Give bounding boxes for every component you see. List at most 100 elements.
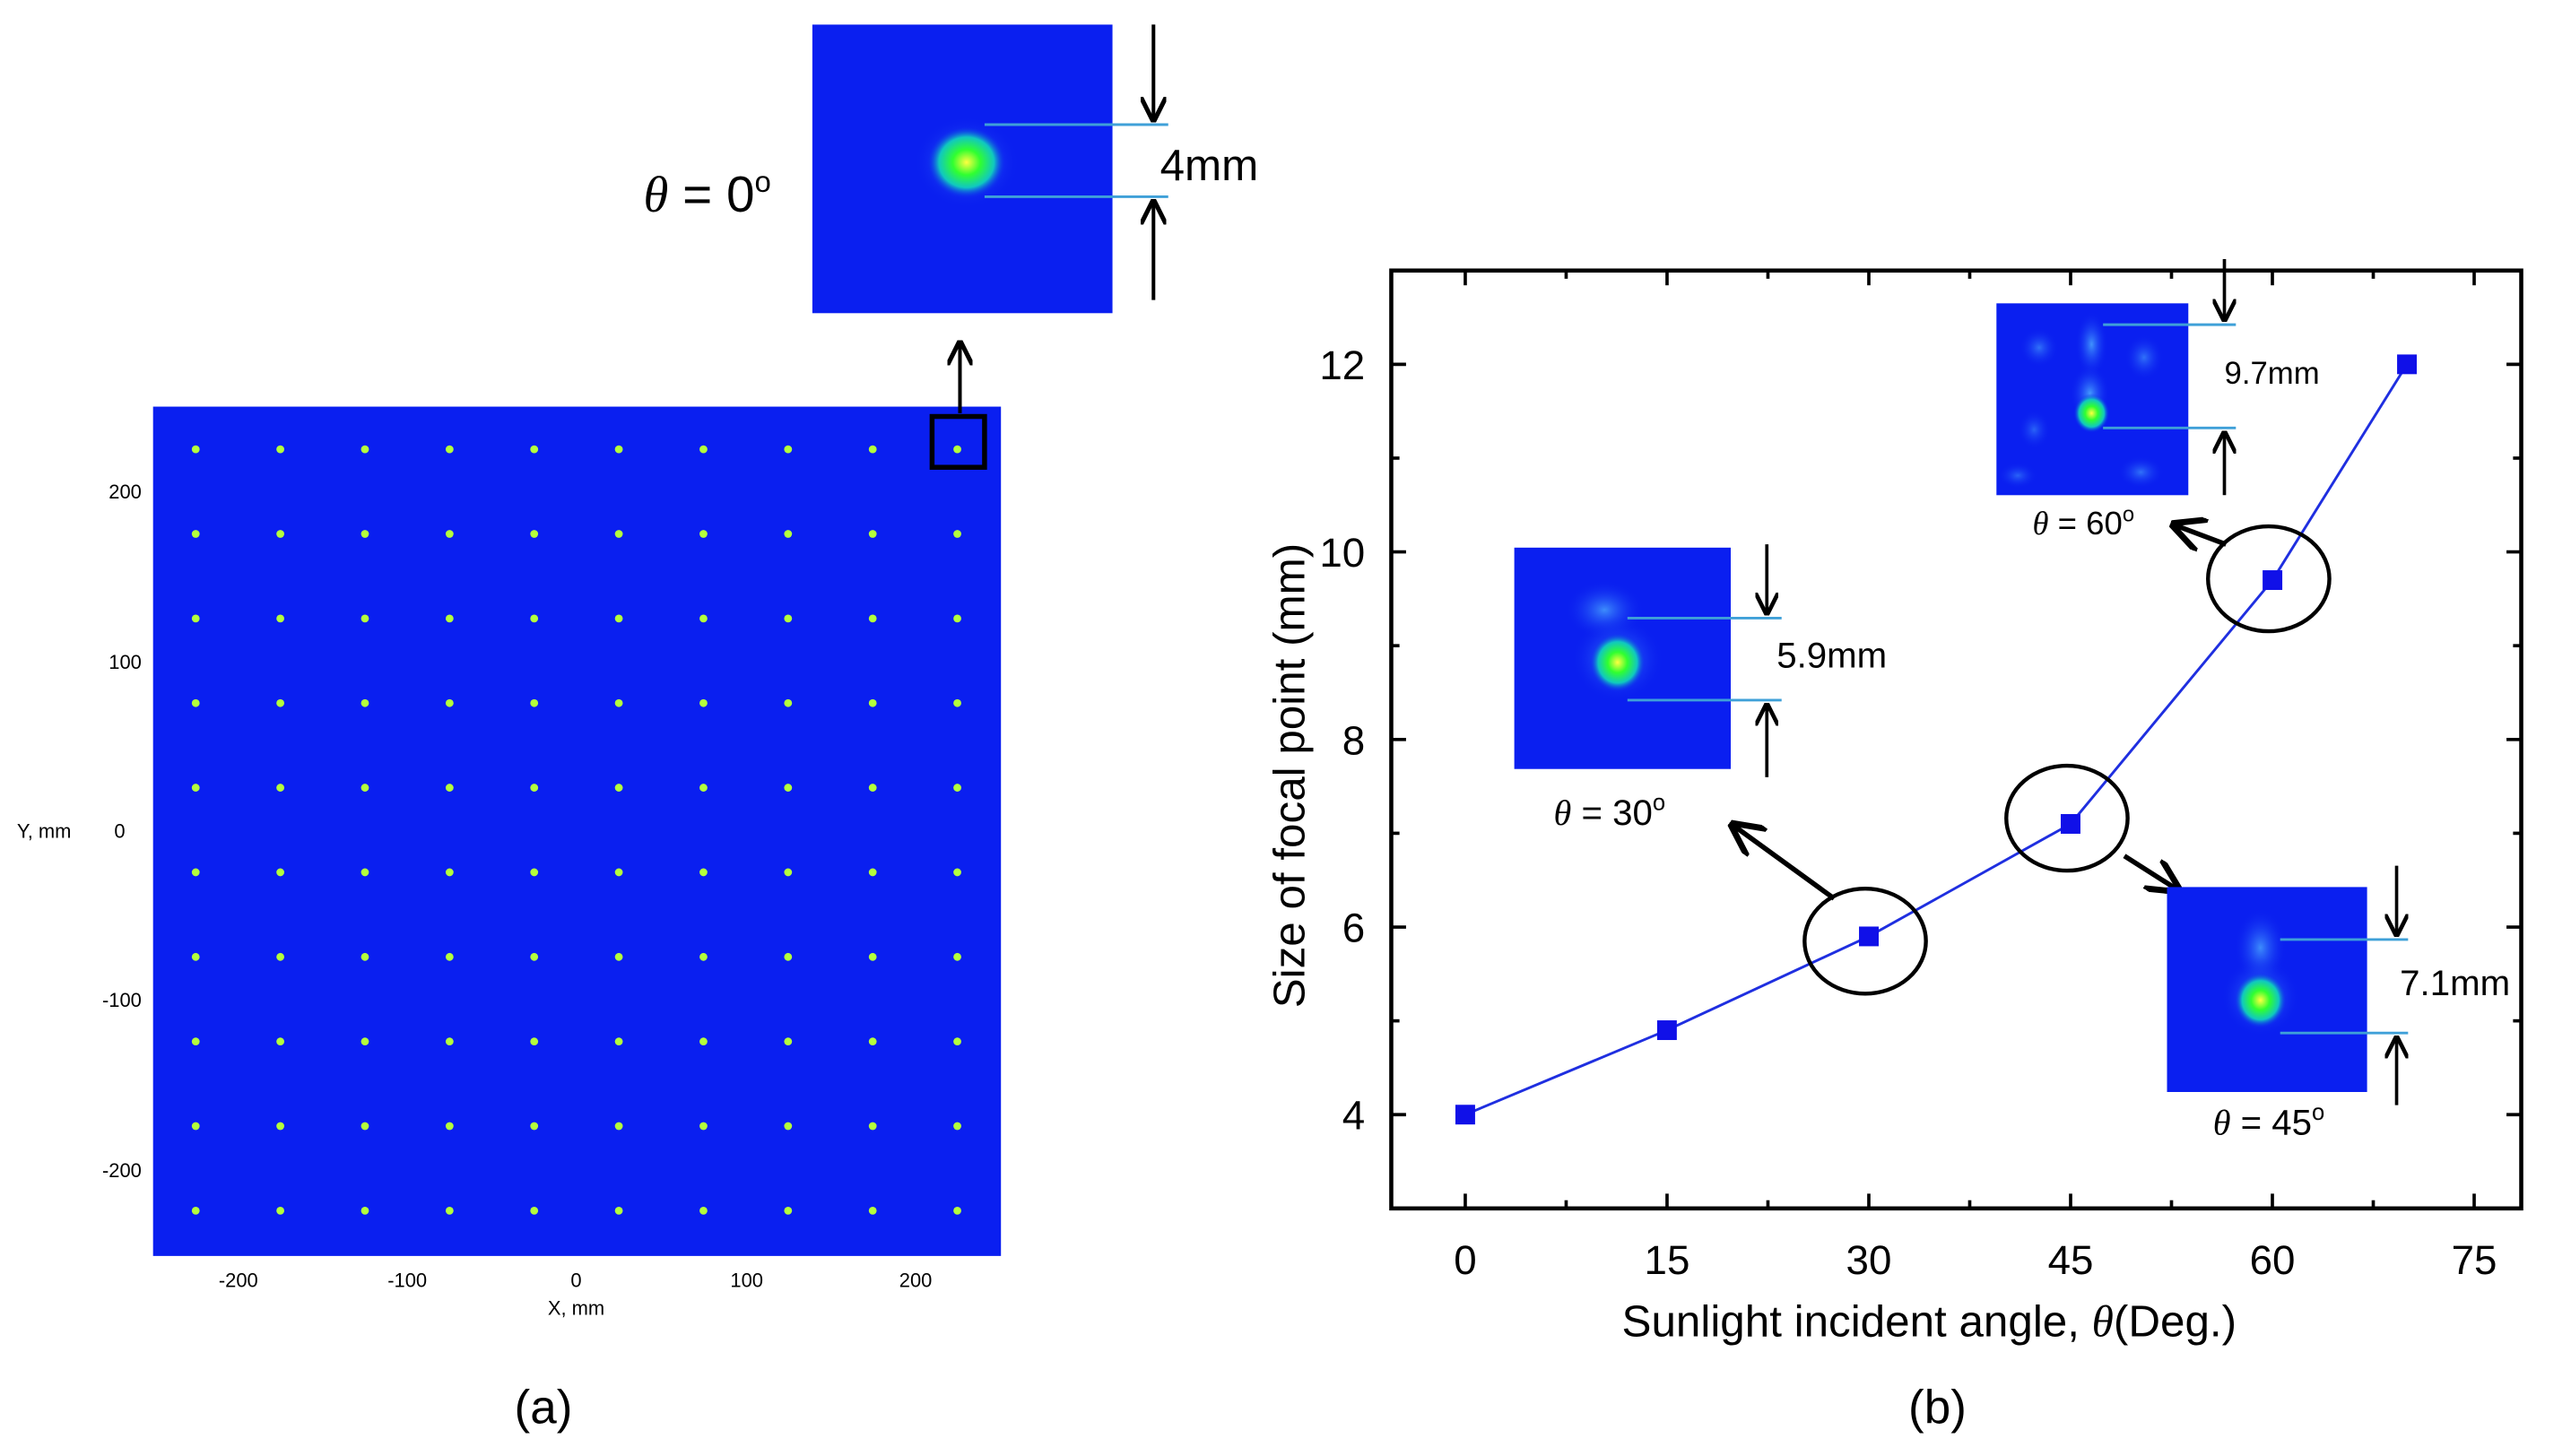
focal-spot [276,1207,285,1215]
x-tick-label: -200 [219,1270,258,1292]
data-point [1656,1020,1677,1041]
focal-spot [360,784,369,792]
focal-spot [1589,632,1646,692]
focal-spot [699,868,708,877]
callout-arrow-60 [2174,524,2228,544]
focal-spot [953,698,961,707]
x-tick-label: 15 [1645,1237,1690,1283]
series-markers [1455,354,2418,1125]
focal-spot [784,1037,793,1046]
focal-spot [360,1037,369,1046]
zoom-selection-box [929,413,987,470]
x-tick-label: 0 [570,1270,581,1292]
focal-spot [614,698,623,707]
y-tick-label: 0 [114,820,125,843]
focal-spot [868,868,877,877]
focal-spot [276,784,285,792]
focal-spot [360,1207,369,1215]
angle-label: θ = 60o [2033,503,2135,542]
angle-label: θ = 30o [1554,790,1666,832]
focal-spot [953,784,961,792]
focal-spot [868,1122,877,1131]
x-axis-ticks-a: -200 -100 0 100 200 [219,1270,933,1292]
focal-spot [191,1207,200,1215]
focal-spot [784,868,793,877]
focal-spot [276,1037,285,1046]
y-tick-label: 12 [1319,342,1365,388]
focal-spot [2073,393,2110,433]
focal-spot [530,784,539,792]
caption-b: (b) [1908,1381,1967,1434]
focal-spot [614,952,623,961]
focal-spot [614,445,623,454]
caption-a: (a) [515,1381,573,1434]
y-tick-label: 100 [109,651,142,673]
size-label: 4mm [1160,141,1259,190]
focal-spot [614,1207,623,1215]
focal-spot [445,530,454,538]
inset-60deg: 9.7mm θ = 60o [1996,258,2320,542]
focal-spot [530,868,539,877]
callout-arrow-30 [1733,825,1836,901]
focal-spot [699,1037,708,1046]
focal-spot [530,445,539,454]
focal-spot [445,698,454,707]
x-axis-label-a: X, mm [548,1297,604,1320]
focal-spot [360,530,369,538]
focal-spot [614,868,623,877]
focal-spot [276,698,285,707]
focal-spot [445,445,454,454]
focal-spot [191,1037,200,1046]
focal-spot [699,1207,708,1215]
focal-spot [445,614,454,623]
y-axis-label-b: Size of focal point (mm) [1265,543,1315,1008]
focal-spot [699,698,708,707]
x-tick-label: 45 [2048,1237,2094,1283]
focal-spot [784,445,793,454]
focal-spot [868,784,877,792]
x-tick-label: 0 [1454,1237,1476,1283]
y-tick-label: 4 [1342,1093,1365,1139]
focal-spot [445,784,454,792]
focal-spot [530,530,539,538]
focal-spot [699,952,708,961]
focal-spot [276,1122,285,1131]
y-tick-label: 6 [1342,905,1365,950]
callout-arrow-45 [2123,854,2178,890]
data-point [2397,354,2418,375]
x-tick-label: -100 [387,1270,427,1292]
focal-spot [953,1037,961,1046]
focal-spot [445,868,454,877]
focal-spot [868,1207,877,1215]
y-tick-label: 200 [109,481,142,503]
highlight-ellipse-30 [1802,887,1928,996]
focal-spot [445,1037,454,1046]
zoom-inset-0deg: 4mm θ = 0o [644,24,1259,314]
focal-spot [699,1122,708,1131]
axis-ticks-b [1391,270,2522,1210]
focal-spot [868,698,877,707]
focal-spot [784,530,793,538]
focal-spot [868,445,877,454]
y-tick-label: 8 [1342,717,1365,763]
focal-spot [530,952,539,961]
size-label: 9.7mm [2225,357,2320,391]
x-tick-label: 60 [2250,1237,2296,1283]
focal-spot [784,1122,793,1131]
x-tick-label: 100 [730,1270,763,1292]
x-tick-label: 75 [2452,1237,2497,1283]
focal-spot [926,126,1006,199]
focal-spot [953,614,961,623]
focal-spot [699,445,708,454]
focal-spot [530,1122,539,1131]
focal-spot [191,614,200,623]
focal-spot [953,868,961,877]
focal-spot [784,614,793,623]
focal-spot [360,445,369,454]
angle-label: θ = 0o [644,165,771,223]
focal-spot [699,784,708,792]
focal-spot [614,614,623,623]
focal-spot [191,530,200,538]
data-point [1859,926,1879,947]
